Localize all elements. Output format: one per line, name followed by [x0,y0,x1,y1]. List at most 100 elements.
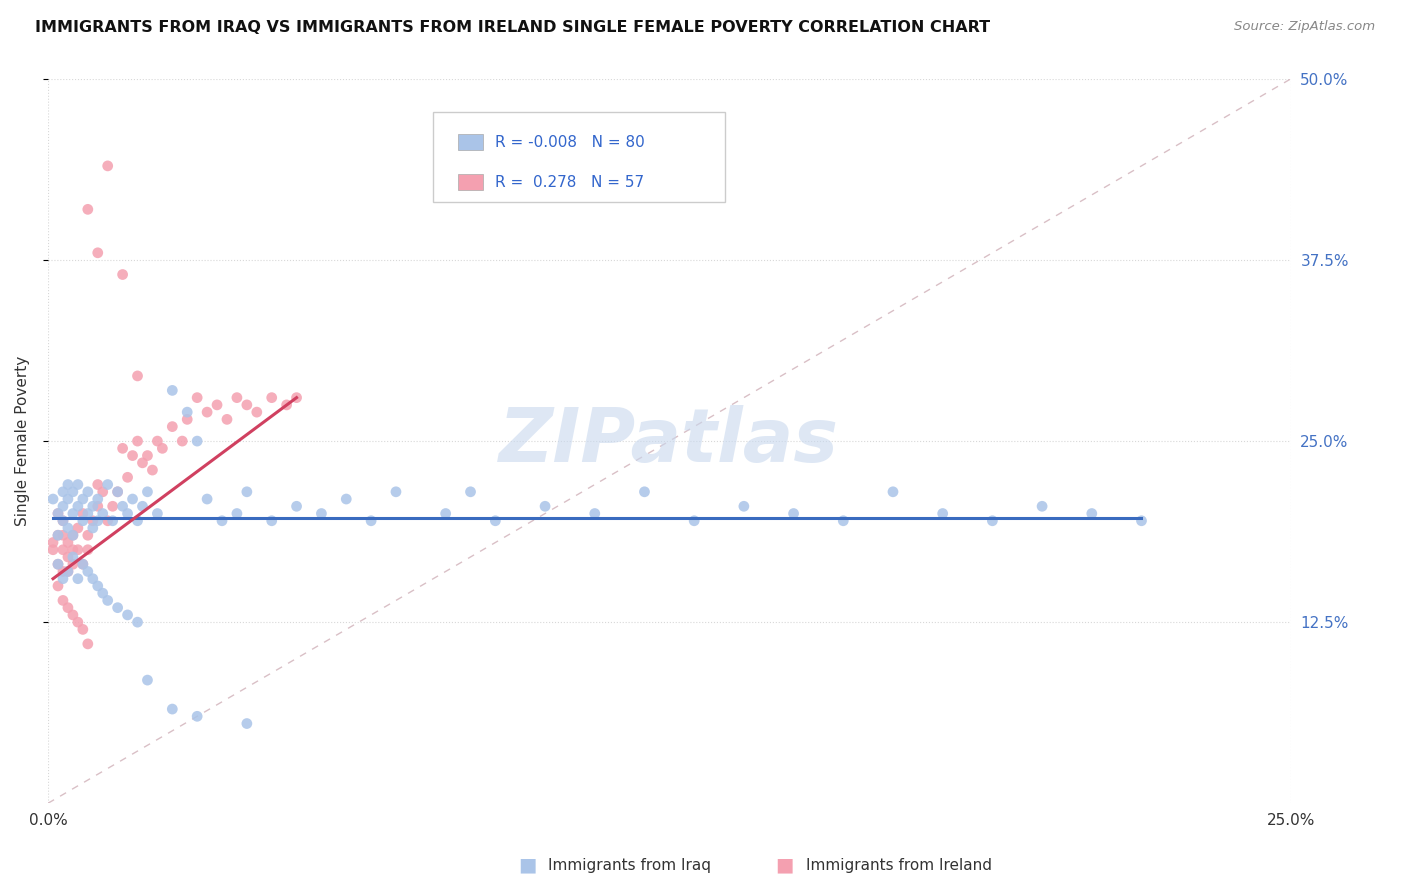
Point [52,514,75,528]
Bar [458,174,482,190]
Point [176,412,198,426]
Point [91,586,114,600]
Point [215,412,238,426]
Point [76,528,98,542]
Point [46,528,69,542]
Point [127,368,149,383]
Point [56,565,79,579]
Point [56,549,79,564]
Point [276,398,298,412]
Point [534,500,557,514]
Point [72,507,94,521]
Point [56,600,79,615]
Point [66,615,89,629]
Point [117,607,139,622]
Point [62,549,84,564]
Point [236,484,259,499]
Point [186,391,208,405]
Point [205,398,228,412]
Point [107,484,129,499]
Point [583,507,606,521]
Point [683,514,706,528]
Point [260,391,283,405]
Point [882,484,904,499]
Point [91,507,114,521]
Text: Immigrants from Ireland: Immigrants from Ireland [806,858,991,872]
Point [52,565,75,579]
Point [236,398,259,412]
Point [46,528,69,542]
Point [111,442,134,456]
Text: Immigrants from Iraq: Immigrants from Iraq [548,858,711,872]
Point [162,419,184,434]
Point [931,507,953,521]
Point [52,593,75,607]
Point [186,434,208,449]
Point [56,477,79,491]
Point [56,521,79,535]
Point [56,565,79,579]
Point [76,565,98,579]
Text: ■: ■ [517,855,537,875]
Point [172,434,194,449]
Point [82,521,104,535]
Point [72,491,94,506]
Bar [458,134,482,150]
Point [434,507,457,521]
Point [66,500,89,514]
Point [1130,514,1153,528]
Point [195,405,218,419]
Point [97,593,120,607]
Point [733,500,755,514]
Point [121,491,143,506]
Point [127,514,149,528]
Point [76,542,98,557]
Point [66,572,89,586]
Point [76,202,98,217]
Point [127,615,149,629]
Point [62,542,84,557]
Text: ZIPatlas: ZIPatlas [499,405,839,477]
Point [285,391,308,405]
Point [484,514,506,528]
Point [246,405,269,419]
Point [121,449,143,463]
Point [162,702,184,716]
Point [101,514,124,528]
Point [141,463,163,477]
Point [633,484,655,499]
Point [186,709,208,723]
Point [107,484,129,499]
Point [62,484,84,499]
Point [97,477,120,491]
Point [87,579,110,593]
Point [460,484,482,499]
Point [107,600,129,615]
Point [52,528,75,542]
Point [42,535,65,549]
Point [87,491,110,506]
Point [101,500,124,514]
Point [72,623,94,637]
Point [91,484,114,499]
Point [146,507,169,521]
Point [82,500,104,514]
Text: IMMIGRANTS FROM IRAQ VS IMMIGRANTS FROM IRELAND SINGLE FEMALE POVERTY CORRELATIO: IMMIGRANTS FROM IRAQ VS IMMIGRANTS FROM … [35,20,990,35]
Point [127,434,149,449]
Point [56,491,79,506]
Point [87,245,110,260]
Point [76,637,98,651]
Point [162,384,184,398]
Point [66,521,89,535]
Point [82,514,104,528]
Point [76,484,98,499]
Point [52,514,75,528]
Point [782,507,804,521]
Point [52,542,75,557]
Point [76,507,98,521]
Point [385,484,408,499]
Point [1081,507,1104,521]
Text: ■: ■ [775,855,794,875]
Point [72,558,94,572]
Point [360,514,382,528]
